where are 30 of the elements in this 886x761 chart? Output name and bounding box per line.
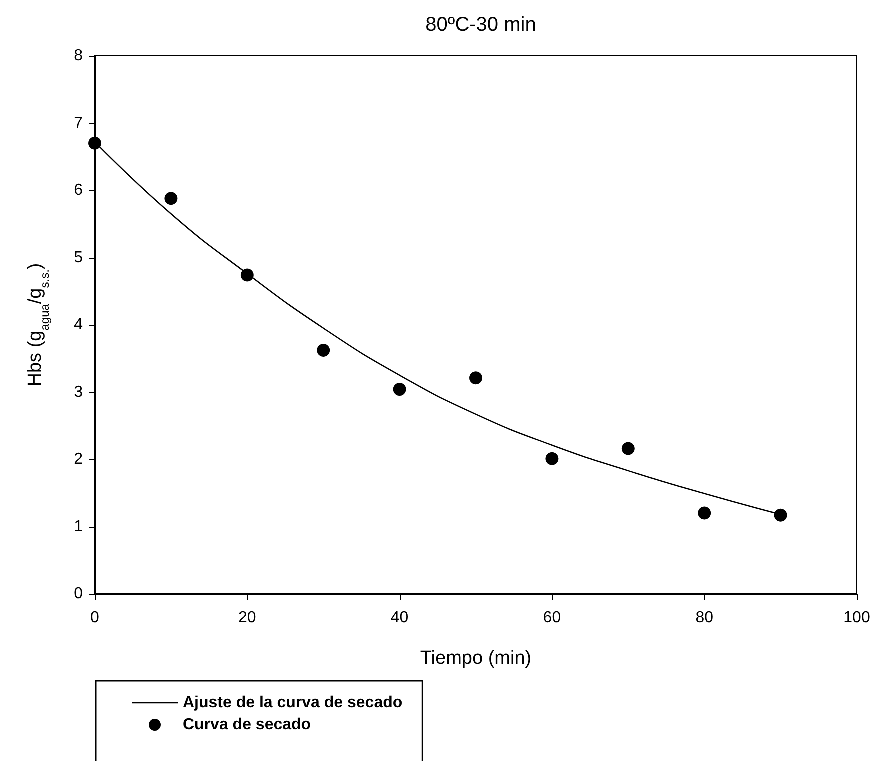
x-tick-label: 80: [696, 610, 714, 626]
point: [470, 372, 482, 385]
y-tick-label: 7: [74, 114, 84, 132]
y-tick-label: 1: [74, 518, 84, 536]
y-tick-label: 6: [74, 182, 84, 199]
y-tick-label: 8: [74, 48, 84, 64]
point: [698, 506, 712, 520]
y-tick-label: 3: [74, 384, 84, 401]
point: [164, 192, 178, 206]
point: [317, 344, 330, 358]
x-axis-title: Tiempo (min): [420, 648, 532, 669]
point: [622, 442, 635, 456]
x-tick-label: 60: [543, 610, 562, 626]
point: [546, 452, 559, 466]
legend-label: Curva de secado: [183, 716, 312, 734]
point: [774, 508, 788, 522]
point: [88, 136, 102, 150]
y-axis-title: Hbs (gagua/gs.s.): [25, 263, 52, 387]
x-tick-label: 40: [390, 610, 409, 626]
y-tick-label: 2: [74, 451, 84, 468]
legend-label: Ajuste de la curva de secado: [183, 694, 403, 712]
point: [240, 268, 254, 282]
x-tick-label: 20: [238, 610, 256, 626]
x-tick-label: 0: [90, 610, 100, 626]
y-tick-label: 0: [74, 586, 84, 602]
point: [393, 383, 406, 396]
y-tick-label: 5: [74, 249, 84, 266]
x-tick-label: 100: [844, 610, 870, 626]
chart-title: 80ºC-30 min: [426, 14, 536, 36]
y-tick-label: 4: [74, 316, 84, 334]
